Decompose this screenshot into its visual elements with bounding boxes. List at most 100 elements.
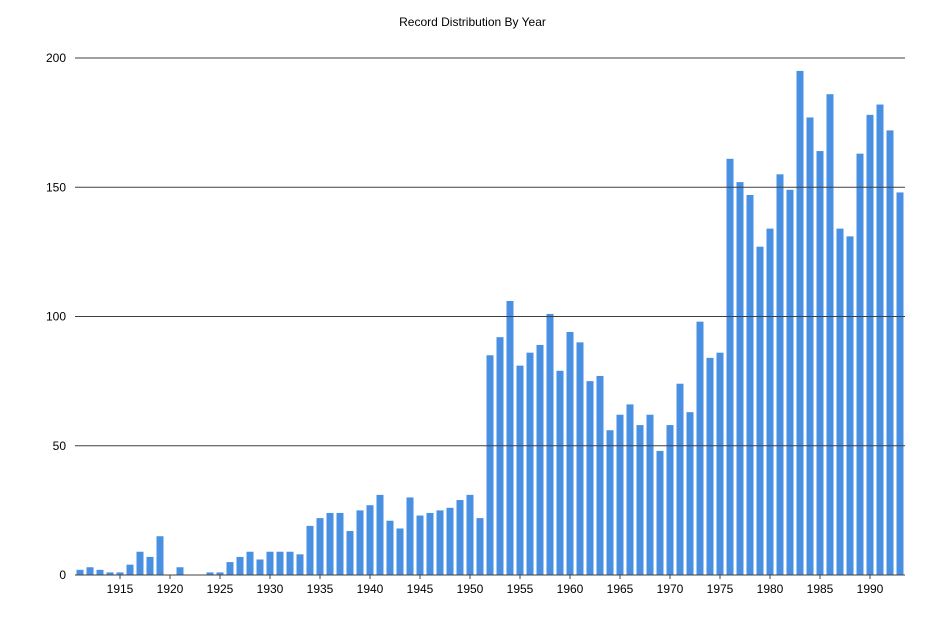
bar xyxy=(176,567,184,575)
y-tick-label: 100 xyxy=(46,310,66,324)
bar xyxy=(866,114,874,576)
bar xyxy=(776,174,784,575)
chart-title: Record Distribution By Year xyxy=(399,15,546,29)
bar xyxy=(296,554,304,575)
bar xyxy=(576,342,584,575)
x-tick-label: 1965 xyxy=(607,582,634,596)
bar xyxy=(446,507,454,575)
bar xyxy=(796,70,804,576)
bar xyxy=(216,572,224,575)
bar xyxy=(676,383,684,575)
y-tick-label: 200 xyxy=(46,51,66,65)
bar xyxy=(146,556,154,575)
bar xyxy=(856,153,864,575)
bar xyxy=(846,236,854,575)
x-tick-label: 1935 xyxy=(307,582,334,596)
bar xyxy=(566,332,574,575)
bar xyxy=(136,551,144,576)
x-tick-label: 1925 xyxy=(207,582,234,596)
bar xyxy=(236,556,244,575)
bar xyxy=(386,520,394,575)
bar xyxy=(486,355,494,575)
bar xyxy=(746,195,754,575)
x-tick-label: 1930 xyxy=(257,582,284,596)
x-tick-label: 1960 xyxy=(557,582,584,596)
bar xyxy=(586,381,594,576)
bar xyxy=(596,375,604,575)
bar xyxy=(546,313,554,575)
bar xyxy=(116,572,124,575)
bar xyxy=(626,404,634,575)
bar xyxy=(706,357,714,575)
bar xyxy=(756,246,764,575)
bar xyxy=(476,518,484,575)
bar xyxy=(896,192,904,576)
bar xyxy=(256,559,264,575)
bar xyxy=(686,412,694,575)
x-tick-label: 1940 xyxy=(357,582,384,596)
bar xyxy=(786,189,794,575)
bar xyxy=(826,94,834,575)
x-tick-label: 1945 xyxy=(407,582,434,596)
y-tick-label: 0 xyxy=(59,568,66,582)
bar xyxy=(226,562,234,576)
bar xyxy=(276,551,284,576)
bar xyxy=(466,494,474,576)
bar xyxy=(96,569,104,575)
bar xyxy=(126,564,134,575)
bar xyxy=(246,551,254,576)
bar xyxy=(266,551,274,576)
y-tick-label: 150 xyxy=(46,180,66,194)
bar xyxy=(716,352,724,575)
bar xyxy=(556,370,564,575)
bar xyxy=(406,497,414,575)
bar xyxy=(726,158,734,575)
bar xyxy=(886,130,894,575)
bar xyxy=(836,228,844,576)
bar xyxy=(806,117,814,575)
x-tick-label: 1975 xyxy=(707,582,734,596)
bar xyxy=(456,500,464,575)
bar xyxy=(766,228,774,576)
bar xyxy=(606,430,614,575)
bar xyxy=(496,337,504,575)
bar xyxy=(326,512,334,575)
bar xyxy=(356,510,364,576)
bar xyxy=(336,512,344,575)
bar xyxy=(306,525,314,575)
bar xyxy=(316,518,324,575)
bar xyxy=(656,450,664,575)
bar xyxy=(416,515,424,575)
bar xyxy=(106,572,114,575)
x-tick-label: 1955 xyxy=(507,582,534,596)
x-tick-label: 1985 xyxy=(807,582,834,596)
bar xyxy=(506,300,514,575)
bar xyxy=(286,551,294,576)
bar xyxy=(666,425,674,575)
bar xyxy=(366,505,374,575)
bar xyxy=(206,572,214,575)
bar xyxy=(396,528,404,575)
bar xyxy=(736,182,744,575)
bar xyxy=(436,510,444,576)
bar xyxy=(376,494,384,576)
bar xyxy=(76,569,84,575)
bar xyxy=(526,352,534,575)
x-tick-label: 1915 xyxy=(107,582,134,596)
bar xyxy=(536,344,544,575)
x-tick-label: 1980 xyxy=(757,582,784,596)
bar xyxy=(636,425,644,575)
y-tick-label: 50 xyxy=(53,439,67,453)
bar xyxy=(346,531,354,575)
x-tick-label: 1970 xyxy=(657,582,684,596)
x-tick-label: 1920 xyxy=(157,582,184,596)
bar xyxy=(696,321,704,575)
bar xyxy=(86,567,94,575)
bar xyxy=(426,512,434,575)
bar xyxy=(646,414,654,575)
bar xyxy=(876,104,884,575)
bar xyxy=(516,365,524,576)
bar xyxy=(616,414,624,575)
